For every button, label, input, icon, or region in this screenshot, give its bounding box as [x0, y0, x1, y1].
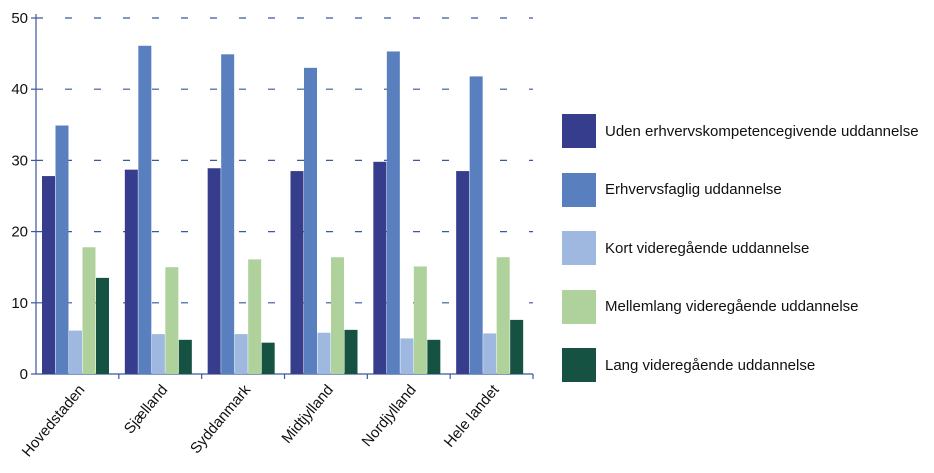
legend-swatch: [562, 172, 596, 207]
legend: Uden erhvervskompetencegivende uddannels…: [562, 114, 919, 407]
bar: [510, 319, 524, 374]
legend-item: Lang videregående uddannelse: [562, 348, 919, 382]
y-tick-label: 10: [11, 295, 28, 312]
legend-item: Uden erhvervskompetencegivende uddannels…: [562, 114, 919, 148]
legend-label: Uden erhvervskompetencegivende uddannels…: [605, 122, 919, 140]
bar: [124, 169, 138, 374]
bar: [427, 339, 441, 374]
x-tick-label: Hovedstaden: [19, 382, 89, 461]
bar: [207, 168, 221, 374]
y-tick-label: 20: [11, 224, 28, 241]
legend-label: Kort videregående uddannelse: [605, 239, 810, 257]
bar: [69, 330, 82, 374]
bar: [483, 333, 497, 374]
bar: [138, 45, 152, 374]
bar: [96, 277, 109, 374]
bar: [317, 332, 331, 374]
bar: [151, 334, 165, 374]
bar: [42, 176, 55, 374]
y-tick-label: 40: [11, 81, 28, 98]
bar: [469, 76, 483, 374]
bar: [304, 67, 317, 374]
legend-label: Mellemlang videregående uddannelse: [605, 298, 859, 315]
y-tick-label: 30: [11, 152, 28, 169]
legend-swatch: [562, 348, 596, 382]
bar: [456, 171, 470, 374]
bar: [331, 257, 344, 374]
x-tick-label: Hele landet: [441, 381, 503, 451]
bar: [82, 247, 96, 374]
bar: [290, 171, 304, 374]
legend-item: Kort videregående uddannelse: [562, 231, 919, 265]
legend-swatch: [562, 114, 596, 148]
bar: [165, 267, 179, 374]
legend-label: Lang videregående uddannelse: [605, 356, 816, 374]
x-tick-label: Sjælland: [121, 382, 172, 438]
legend-label: Erhvervsfaglig uddannelse: [605, 181, 782, 198]
x-tick-label: Midtjylland: [278, 382, 337, 447]
bar: [413, 266, 427, 374]
legend-swatch: [562, 231, 596, 265]
bar: [496, 257, 510, 374]
bar: [55, 125, 69, 375]
bar: [261, 342, 275, 374]
bar: [373, 161, 387, 374]
bar: [248, 259, 262, 374]
legend-item: Erhvervsfaglig uddannelse: [562, 172, 919, 207]
legend-item: Mellemlang videregående uddannelse: [562, 289, 919, 324]
x-tick-label: Syddanmark: [187, 381, 254, 457]
legend-swatch: [562, 289, 596, 324]
y-tick-label: 50: [11, 10, 28, 27]
x-tick-label: Nordjylland: [359, 382, 420, 450]
bar: [386, 51, 400, 375]
y-tick-label: 0: [20, 366, 28, 383]
bar: [234, 334, 248, 374]
bar: [178, 339, 192, 374]
bar: [221, 54, 235, 374]
bar: [400, 338, 414, 374]
bar: [344, 329, 358, 374]
